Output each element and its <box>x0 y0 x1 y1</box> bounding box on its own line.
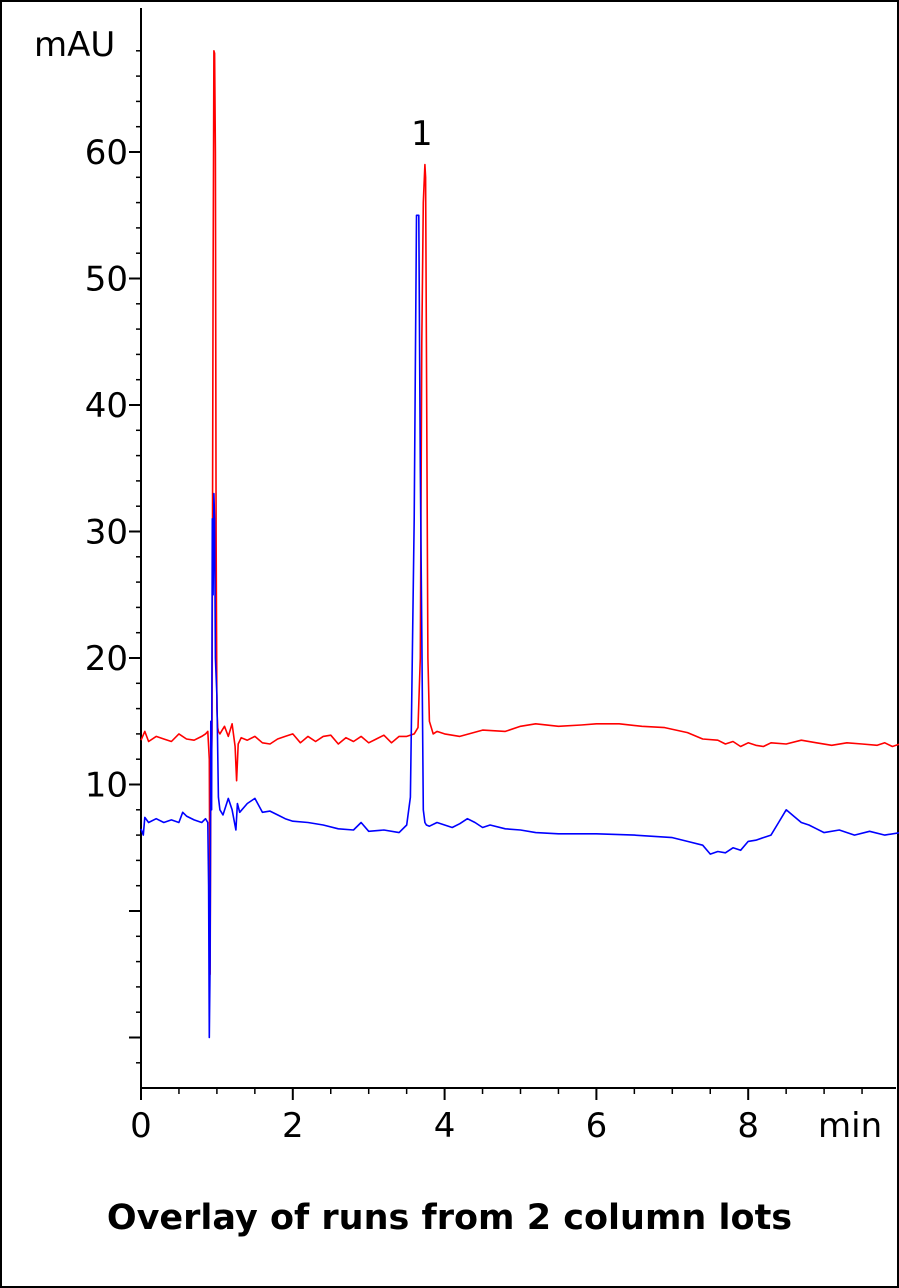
series-line-2 <box>140 214 899 1039</box>
x-tick-label: 0 <box>130 1106 152 1146</box>
axes: 10 20 30 40 50 60 0 2 4 6 8 <box>85 8 896 1146</box>
y-tick-label: 50 <box>85 260 128 300</box>
y-tick-label: 10 <box>85 766 128 806</box>
y-tick-label: 40 <box>85 386 128 426</box>
x-tick-label: 8 <box>737 1106 759 1146</box>
x-axis-label: min <box>818 1106 882 1146</box>
x-tick-label: 4 <box>434 1106 456 1146</box>
series-line-1 <box>140 50 899 976</box>
series-layer <box>140 50 899 1039</box>
axis-labels: mAU min <box>34 25 882 1146</box>
y-tick-label: 20 <box>85 639 128 679</box>
x-tick-label: 6 <box>586 1106 608 1146</box>
chart-caption: Overlay of runs from 2 column lots <box>106 1198 793 1238</box>
annotation-layer: 1 <box>411 114 433 154</box>
peak-label: 1 <box>411 114 433 154</box>
x-tick-label: 2 <box>282 1106 304 1146</box>
y-tick-label: 60 <box>85 133 128 173</box>
y-tick-label: 30 <box>85 513 128 553</box>
y-axis-label: mAU <box>34 25 115 65</box>
